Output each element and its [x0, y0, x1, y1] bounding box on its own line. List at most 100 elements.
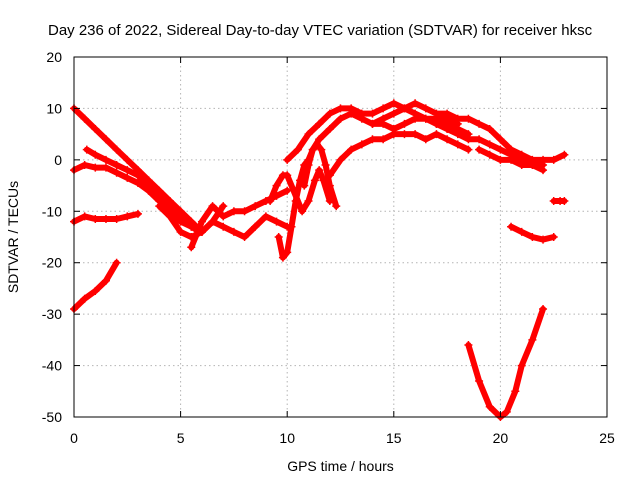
data-point: [389, 109, 398, 118]
data-point: [357, 114, 366, 123]
y-tick-label: 0: [54, 152, 62, 168]
data-point: [283, 171, 292, 180]
x-tick-label: 5: [177, 430, 185, 446]
data-point: [464, 145, 473, 154]
data-point: [400, 119, 409, 128]
data-point: [101, 215, 110, 223]
data-point: [325, 109, 334, 118]
data-point: [368, 109, 377, 118]
data-point: [560, 197, 569, 205]
data-point: [91, 150, 100, 159]
y-tick-label: -50: [42, 409, 62, 425]
data-point: [475, 145, 484, 154]
data-point: [379, 114, 388, 123]
data-point: [496, 135, 505, 144]
data-point: [240, 207, 249, 216]
data-point: [112, 161, 121, 169]
data-point: [539, 235, 548, 244]
data-point: [176, 227, 185, 236]
data-point: [325, 125, 334, 133]
data-point: [123, 155, 132, 164]
x-tick-label: 15: [386, 430, 402, 446]
data-point: [80, 294, 89, 303]
data-point: [176, 217, 185, 226]
y-tick-label: -40: [42, 358, 62, 374]
data-point: [443, 109, 452, 118]
data-point: [502, 407, 511, 416]
data-point: [251, 202, 260, 211]
data-point: [411, 114, 420, 123]
data-point: [112, 215, 121, 223]
data-point: [310, 176, 319, 185]
data-point: [453, 130, 462, 139]
data-point: [421, 104, 430, 113]
data-point: [321, 161, 330, 169]
y-tick-label: -20: [42, 255, 62, 271]
data-point: [304, 161, 313, 169]
data-point: [101, 276, 110, 285]
data-point: [133, 171, 142, 180]
data-point: [91, 163, 100, 172]
data-point: [112, 168, 121, 177]
data-point: [464, 341, 473, 349]
data-point: [347, 145, 356, 154]
data-point: [278, 253, 287, 262]
data-point: [507, 155, 516, 164]
data-point: [332, 202, 341, 211]
data-point: [144, 186, 153, 195]
data-point: [336, 114, 345, 123]
data-point: [485, 402, 494, 411]
data-point: [133, 209, 142, 218]
data-point: [80, 161, 89, 169]
data-point: [475, 119, 484, 128]
series-s12: [326, 131, 472, 179]
x-tick-label: 20: [493, 430, 509, 446]
data-point: [464, 135, 473, 144]
data-point: [315, 119, 324, 128]
x-tick-label: 10: [279, 430, 295, 446]
data-point: [411, 99, 420, 108]
data-point: [293, 145, 302, 154]
plot-frame: [73, 56, 608, 418]
data-point: [421, 114, 430, 123]
data-point: [155, 202, 164, 211]
series-s5: [71, 259, 120, 312]
data-point: [101, 163, 110, 172]
data-point: [317, 145, 326, 154]
data-point: [336, 155, 345, 164]
data-point: [475, 377, 484, 385]
data-point: [517, 361, 526, 370]
data-point: [219, 202, 228, 211]
data-point: [291, 197, 300, 205]
data-point: [389, 99, 398, 108]
data-point: [91, 287, 100, 295]
y-tick-label: -10: [42, 203, 62, 219]
data-point: [283, 155, 292, 164]
data-point: [229, 227, 238, 236]
data-point: [453, 114, 462, 123]
data-point: [229, 207, 238, 216]
data-point: [219, 212, 228, 221]
data-point: [539, 305, 548, 313]
data-point: [560, 150, 569, 159]
series-s18: [465, 306, 546, 420]
data-point: [82, 145, 91, 154]
data-point: [287, 222, 296, 231]
data-point: [411, 130, 420, 139]
data-point: [507, 222, 516, 231]
data-point: [496, 155, 505, 164]
data-point: [304, 197, 313, 205]
x-tick-label: 25: [599, 430, 615, 446]
data-point: [517, 161, 526, 169]
data-point: [261, 212, 270, 221]
y-axis-label: SDTVAR / TECUs: [5, 181, 21, 293]
data-point: [123, 212, 132, 221]
y-tick-label: 20: [46, 49, 62, 65]
data-point: [485, 140, 494, 149]
data-point: [368, 135, 377, 144]
data-point: [101, 135, 110, 144]
data-point: [251, 222, 260, 231]
data-point: [133, 179, 142, 187]
data-point: [443, 135, 452, 144]
